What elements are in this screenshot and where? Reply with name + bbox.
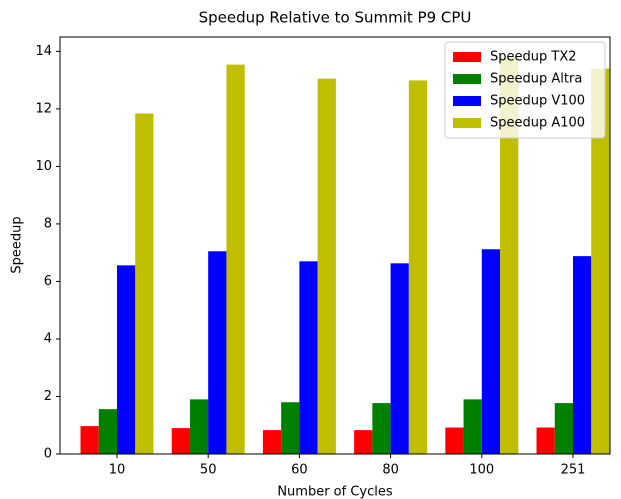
bar [408,80,428,455]
x-tick-label: 80 [382,463,399,478]
legend-swatch [453,96,481,106]
y-tick-label: 0 [44,447,52,462]
plot-frame [59,36,611,455]
y-axis-label: Speedup [10,216,25,273]
bar [445,427,464,454]
y-tick-label: 12 [35,101,52,116]
bar [208,251,227,454]
bar [463,399,482,454]
bar [481,249,501,454]
bar [171,428,190,454]
x-tick-label: 100 [469,463,494,478]
bar [135,113,154,455]
legend-label: Speedup V100 [490,94,585,109]
y-tick-label: 8 [44,216,52,231]
bar [98,409,117,454]
bar [189,399,209,454]
legend-swatch [453,118,481,128]
y-tick-label: 10 [35,159,52,174]
bar [354,430,373,454]
legend-label: Speedup A100 [490,116,585,131]
bar [281,402,300,454]
legend-label: Speedup Altra [490,72,582,87]
legend-swatch [453,74,481,84]
bar [554,403,573,454]
bar [536,427,555,454]
x-tick-label: 10 [109,463,126,478]
bar [573,256,592,454]
chart-title: Speedup Relative to Summit P9 CPU [199,9,472,27]
legend-box [444,41,606,139]
bar [262,430,282,454]
x-tick-label: 60 [291,463,308,478]
bar [500,57,519,454]
bar [299,261,318,454]
bar [372,403,391,454]
x-tick-label: 251 [561,463,586,478]
bar [226,64,245,454]
bar [390,263,409,454]
y-tick-label: 2 [44,389,52,404]
y-tick-label: 4 [44,331,52,346]
y-tick-label: 14 [35,44,52,59]
y-tick-label: 6 [44,274,52,289]
legend-label: Speedup TX2 [490,50,577,65]
bar [317,78,336,454]
bar [591,68,610,454]
legend-swatch [453,52,481,62]
x-axis-label: Number of Cycles [277,485,393,499]
bar [117,265,136,454]
bar [80,426,99,454]
x-tick-label: 50 [200,463,217,478]
